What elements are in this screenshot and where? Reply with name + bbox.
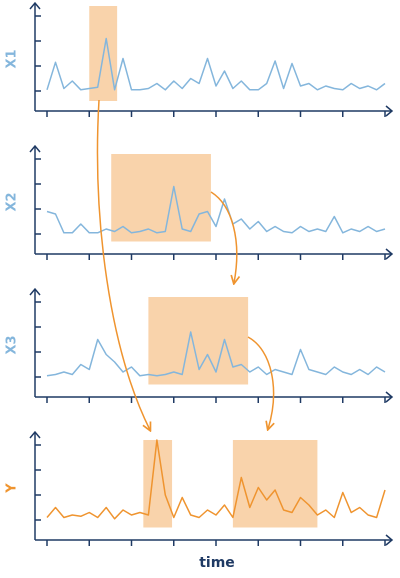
series-line — [46, 185, 386, 234]
x-axis-label: time — [199, 555, 235, 571]
x-axis-arrow — [385, 391, 394, 403]
y-axis-arrow — [29, 1, 41, 10]
arrow — [210, 191, 237, 283]
x-axis-arrow — [385, 534, 394, 546]
y-axis-arrow — [29, 144, 41, 153]
y-axis-label: X2 — [5, 192, 20, 211]
y-axis-label: Y — [5, 483, 20, 494]
highlight — [232, 440, 318, 528]
series-line — [46, 439, 386, 520]
x-axis-arrow — [385, 105, 394, 117]
y-axis-arrow — [29, 287, 41, 296]
series-line — [46, 331, 386, 377]
y-axis-label: X3 — [5, 335, 20, 354]
series-line — [46, 37, 386, 91]
y-axis-arrow — [29, 430, 41, 439]
x-axis-arrow — [385, 248, 394, 260]
panels: X1 X2 X3 Y — [5, 1, 394, 546]
highlight — [148, 297, 249, 385]
y-axis-label: X1 — [5, 49, 20, 68]
arrows — [96, 99, 274, 430]
arrow — [247, 336, 274, 429]
arrow — [96, 99, 150, 430]
highlight — [111, 154, 211, 242]
